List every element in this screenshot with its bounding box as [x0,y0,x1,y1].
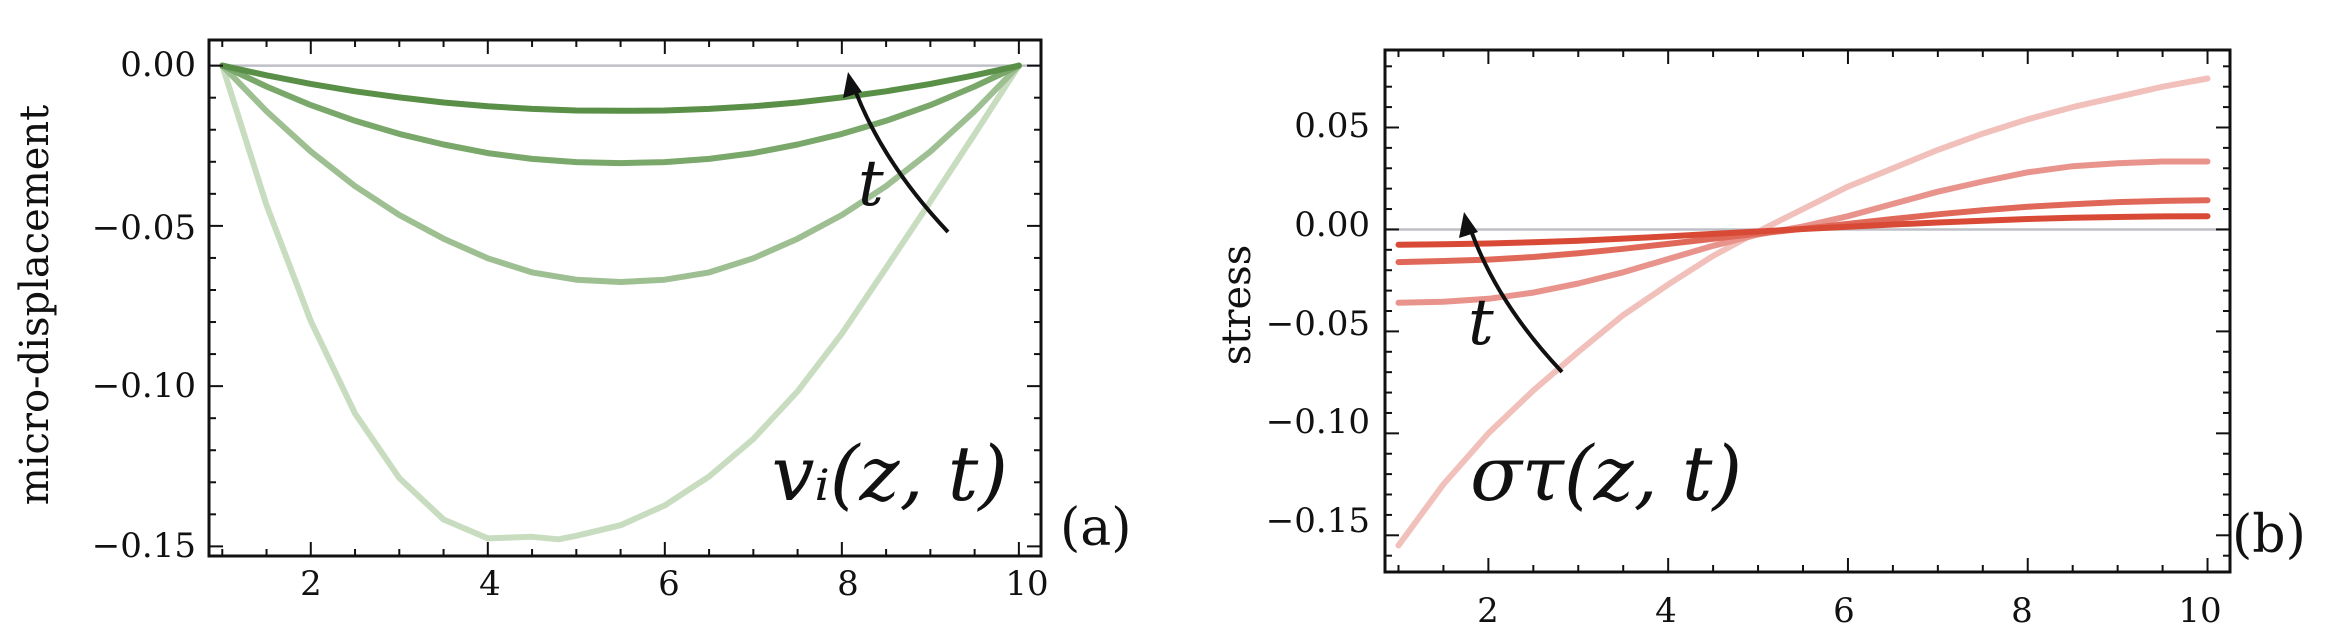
x-tick-label: 10 [1005,564,1048,604]
y-tick-label: −0.05 [92,208,196,248]
series-line-t1 [219,62,1022,543]
time-arrowhead [843,72,862,98]
y-tick-label: 0.00 [120,45,196,85]
axis-ticks [209,40,1041,556]
time-arrow [1466,221,1564,374]
time-arrow [850,81,950,234]
function-annotation: vᵢ(z, t) [772,429,1008,518]
panel-label-a: (a) [1060,498,1132,558]
x-tick-label: 4 [1655,591,1677,631]
x-tick-label: 6 [1833,591,1855,631]
y-tick-label: −0.15 [92,526,196,566]
series-group [1395,75,2211,549]
x-tick-label: 8 [837,564,859,604]
series-line-t4 [219,62,1022,114]
panel-b: 2 4 6 8 10 0.05 0.00 −0.05 −0.10 −0.15 s… [1214,48,2306,631]
plot-frame [207,38,1043,558]
series-line-t2 [1395,158,2211,306]
series-line-t1 [1395,75,2211,549]
panel-label-b: (b) [2232,505,2306,565]
series-line-t2 [219,62,1022,285]
x-tick-label: 6 [658,564,680,604]
time-arrow-label: t [858,147,884,221]
axis-ticks [1385,50,2230,572]
y-tick-label: −0.10 [1266,402,1370,442]
series-line-t3 [219,62,1022,167]
y-tick-label: −0.05 [1266,304,1370,344]
y-tick-label: −0.15 [1266,501,1370,541]
time-arrowhead [1459,212,1478,238]
series-group [219,62,1022,543]
x-tick-label: 10 [2178,591,2221,631]
y-tick-label: 0.00 [1294,205,1370,245]
x-tick-label: 4 [479,564,501,604]
function-annotation: στ(z, t) [1470,429,1742,518]
x-tick-label: 8 [2011,591,2033,631]
y-axis-label: micro-displacement [12,105,58,506]
time-arrow-label: t [1468,286,1494,360]
y-tick-label: −0.10 [92,366,196,406]
panel-a: 2 4 6 8 10 0.00 −0.05 −0.10 −0.15 micro-… [12,38,1132,604]
x-tick-label: 2 [1477,591,1499,631]
x-tick-label: 2 [300,564,322,604]
series-line-t4 [1395,213,2211,248]
y-axis-label: stress [1214,245,1260,365]
y-tick-label: 0.05 [1294,106,1370,146]
